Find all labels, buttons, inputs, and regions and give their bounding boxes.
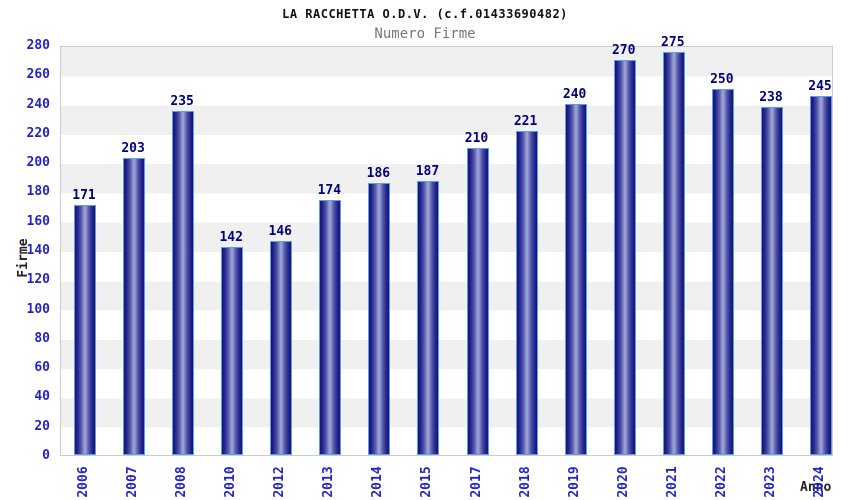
x-tick-label: 2024 [812,466,827,498]
x-tick-label: 2020 [615,466,631,498]
bar-2021 [662,52,685,455]
y-tick-label: 180 [26,184,50,200]
bar-value-label: 186 [366,165,391,181]
x-tick-label: 2012 [272,466,288,498]
x-axis-label: Anno [800,480,832,495]
bar-2013 [319,200,342,455]
y-tick-label: 60 [34,360,50,376]
bar-2017 [466,147,489,455]
bar-value-label: 245 [808,79,832,95]
x-tick-label: 2021 [664,466,680,498]
y-tick-label: 160 [26,213,50,229]
x-tick-label: 2014 [370,466,386,498]
y-tick-label: 240 [26,96,50,112]
bar-2022 [711,88,734,455]
bar-2008 [172,110,195,455]
bar-2012 [270,241,293,455]
bar-value-label: 270 [611,42,636,58]
bar-value-label: 235 [170,93,194,109]
bar-value-label: 210 [464,130,489,146]
y-tick-label: 260 [26,67,50,83]
bar-2006 [74,204,96,455]
bar-2019 [564,103,587,455]
y-tick-label: 120 [26,272,50,288]
bar-2010 [221,247,244,455]
bar-value-label: 275 [661,35,685,51]
y-tick-label: 100 [26,301,50,317]
x-tick-label: 2023 [762,466,778,498]
bar-2015 [417,181,440,455]
bar-value-label: 187 [415,164,440,180]
y-tick-label: 40 [34,389,50,405]
y-tick-label: 0 [42,448,50,463]
plot-area [60,46,833,456]
x-tick-label: 2010 [223,466,239,498]
y-tick-label: 280 [26,38,50,53]
bar-value-label: 221 [513,114,538,130]
x-tick-label: 2015 [419,466,435,498]
x-tick-label: 2006 [76,466,91,498]
x-tick-label: 2008 [174,466,190,498]
x-tick-label: 2019 [566,466,582,498]
y-tick-label: 80 [34,330,50,346]
bar-value-label: 238 [759,89,783,105]
bar-2007 [123,157,146,455]
x-tick-label: 2013 [321,466,337,498]
bar-2024 [810,96,832,455]
bar-value-label: 171 [72,187,96,203]
bar-value-label: 240 [562,86,587,102]
bar-2018 [515,131,538,455]
bar-2023 [760,106,783,455]
x-tick-label: 2018 [517,466,533,498]
chart-title: LA RACCHETTA O.D.V. (c.f.01433690482) [282,7,568,21]
bar-2020 [613,59,636,455]
y-tick-label: 220 [26,125,50,141]
y-tick-label: 140 [26,243,50,258]
bar-value-label: 142 [219,230,243,246]
x-tick-label: 2017 [468,466,484,498]
x-tick-label: 2022 [713,466,729,498]
bar-2014 [368,182,391,455]
y-tick-label: 20 [34,418,50,434]
x-tick-label: 2007 [125,466,141,498]
bar-value-label: 146 [268,224,292,240]
bar-value-label: 203 [121,140,145,156]
bar-value-label: 174 [317,183,342,199]
y-tick-label: 200 [26,155,50,171]
chart-subtitle: Numero Firme [374,26,476,42]
bar-value-label: 250 [710,71,734,87]
